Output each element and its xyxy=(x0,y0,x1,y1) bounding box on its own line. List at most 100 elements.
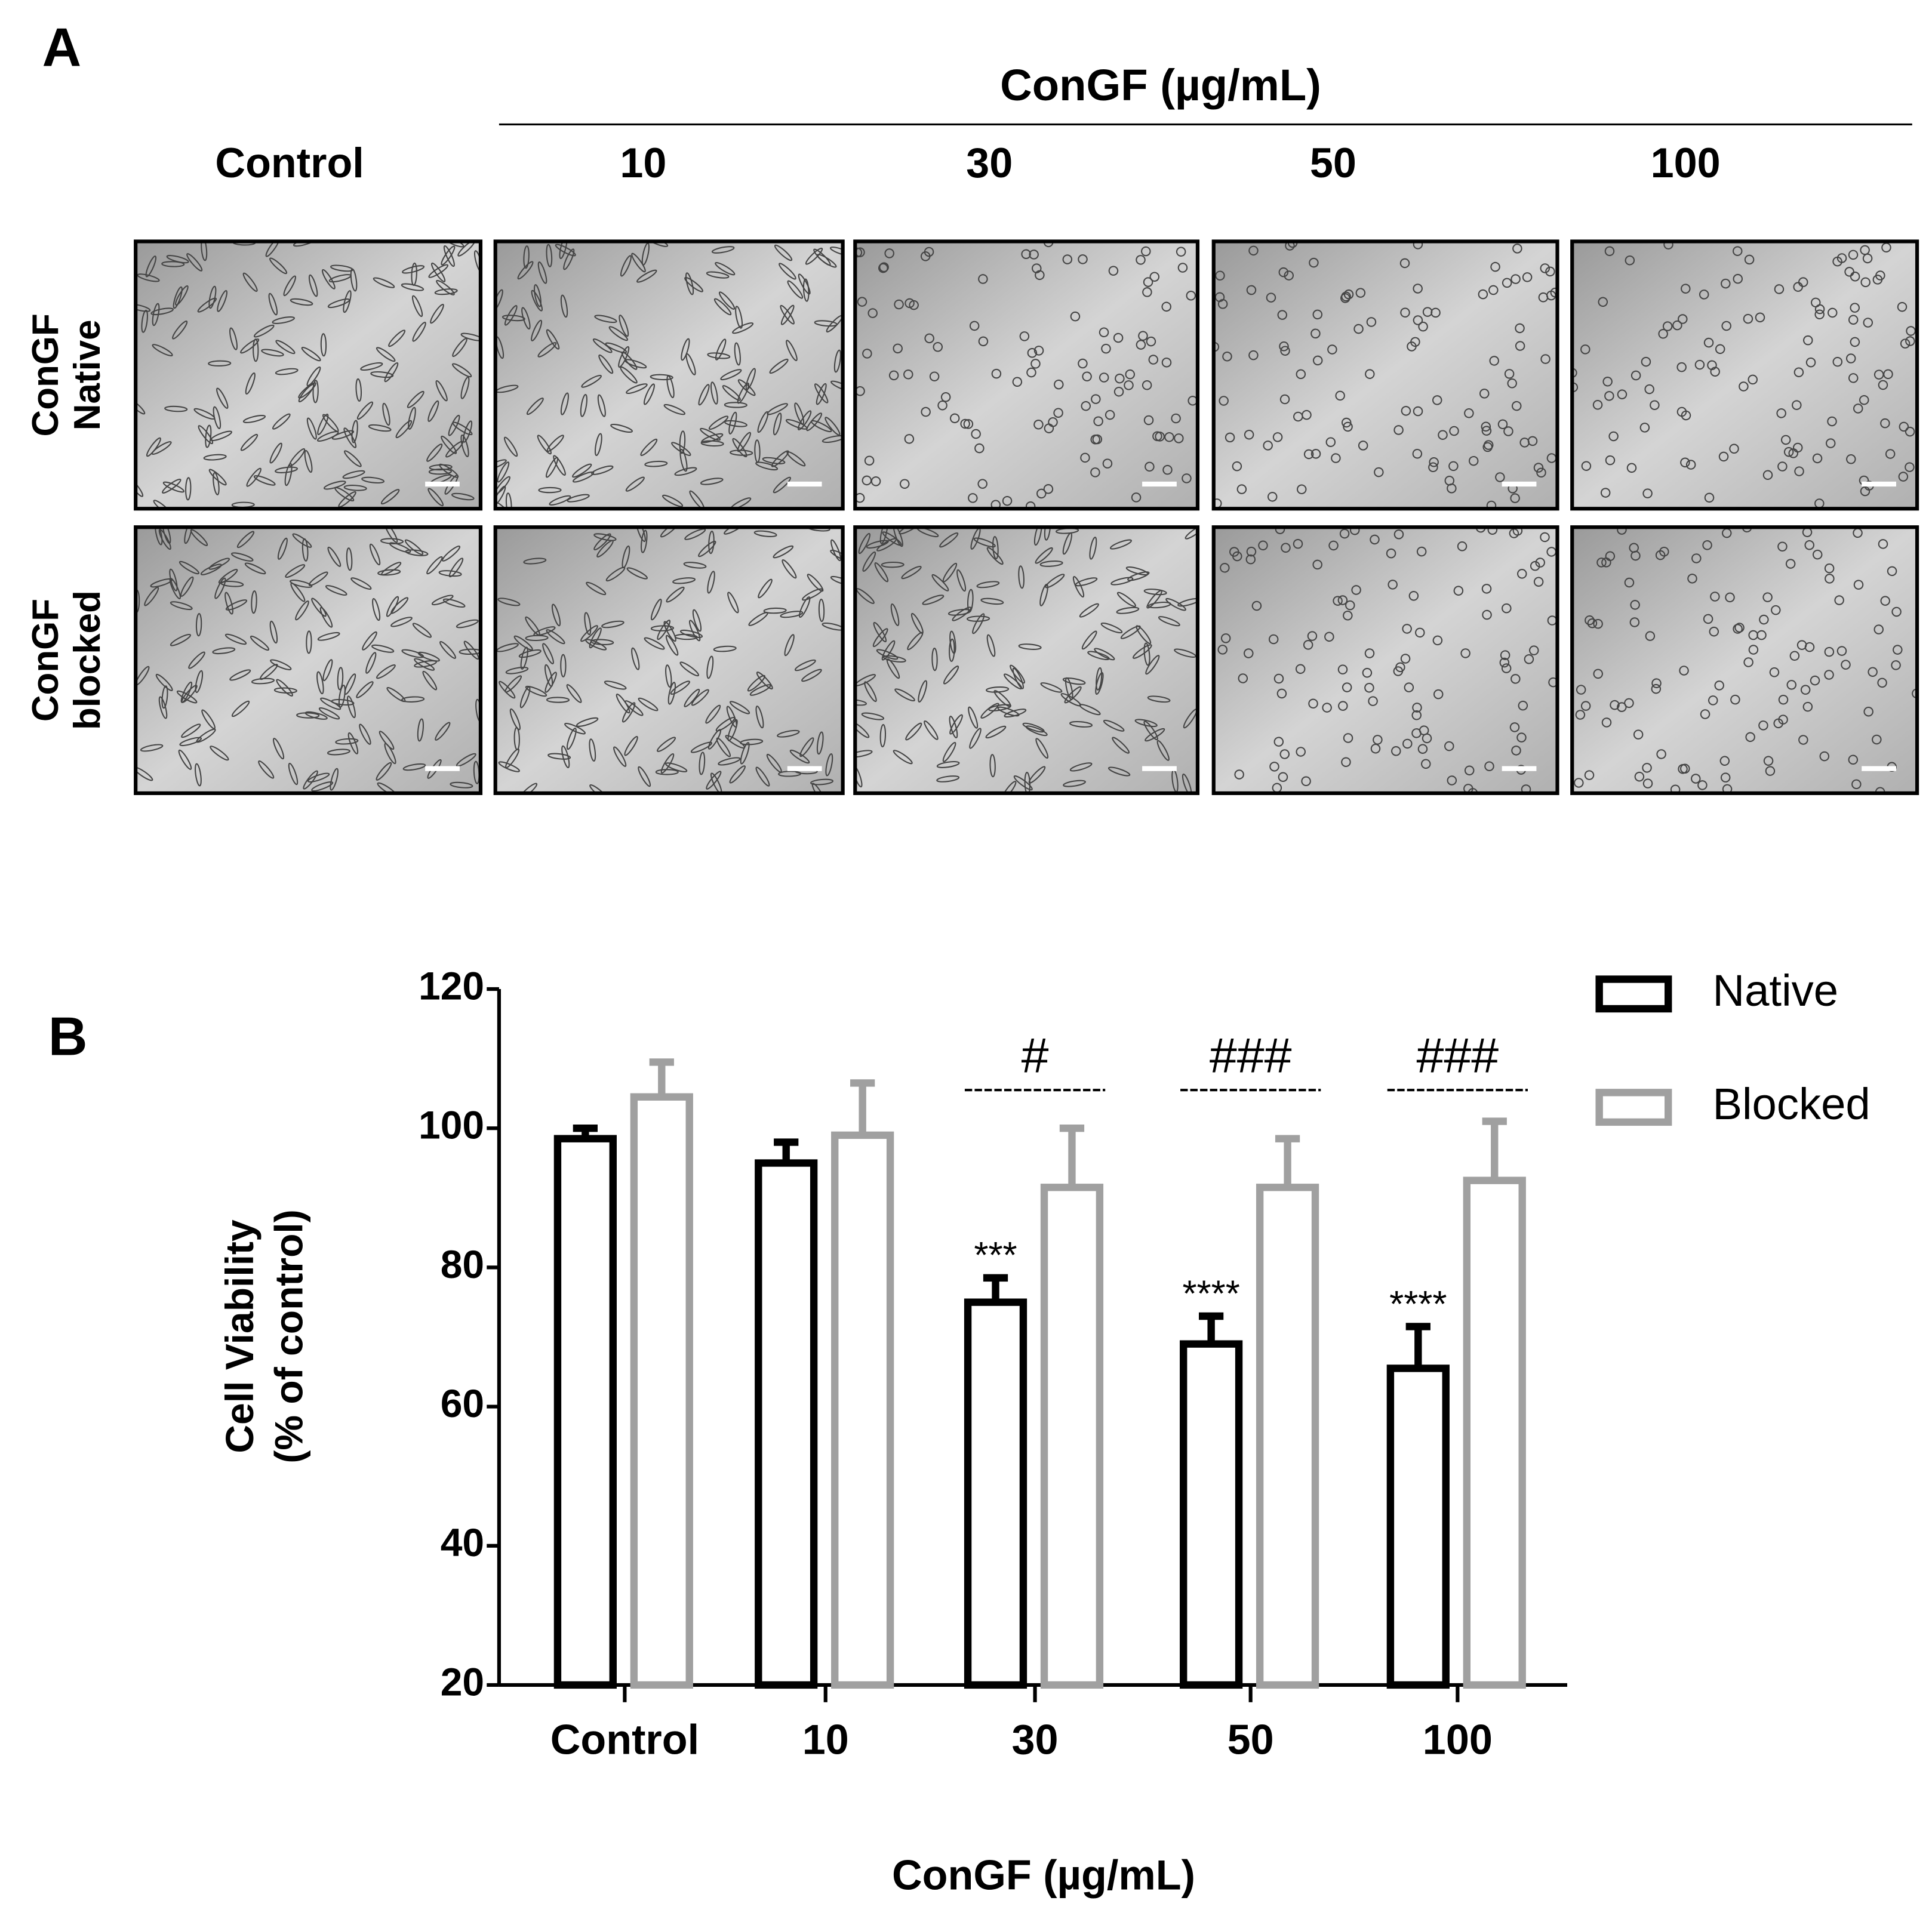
cell xyxy=(1827,416,1837,427)
cell xyxy=(1762,470,1773,480)
cell xyxy=(698,384,710,406)
cell xyxy=(1141,246,1151,257)
cell xyxy=(1161,358,1172,368)
cell xyxy=(320,697,342,710)
cell xyxy=(644,637,665,650)
cell xyxy=(1279,394,1290,405)
cell xyxy=(1388,580,1398,590)
cell xyxy=(1743,657,1753,667)
cell xyxy=(284,463,293,486)
cell xyxy=(580,394,587,417)
cell xyxy=(1081,401,1091,411)
cell xyxy=(1364,682,1374,693)
bar xyxy=(630,1093,693,1689)
cell xyxy=(674,467,697,476)
cell xyxy=(1605,455,1616,466)
y-tick-label: 80 xyxy=(441,1242,484,1286)
cell xyxy=(789,749,810,764)
cell xyxy=(439,463,459,478)
cell xyxy=(1002,495,1013,506)
cell xyxy=(1148,355,1159,365)
cell xyxy=(1143,589,1167,596)
cell xyxy=(273,687,297,694)
cell xyxy=(270,659,292,670)
cell xyxy=(1362,667,1373,678)
cell xyxy=(1630,370,1641,381)
cell xyxy=(497,461,510,483)
cell xyxy=(1413,284,1423,294)
cell xyxy=(980,597,1004,605)
cell xyxy=(613,746,627,767)
cell xyxy=(533,284,542,307)
cell xyxy=(1598,297,1608,307)
cell xyxy=(244,562,266,575)
cell xyxy=(504,675,522,693)
cell xyxy=(136,398,146,415)
cell xyxy=(1095,672,1104,695)
cell xyxy=(716,737,731,757)
cell xyxy=(924,720,939,740)
cell xyxy=(787,280,804,299)
cell xyxy=(670,680,691,695)
cell xyxy=(1850,337,1860,347)
y-tick-label: 20 xyxy=(441,1659,484,1704)
cell xyxy=(884,248,894,258)
cell xyxy=(293,241,316,247)
cell xyxy=(272,316,296,324)
cell xyxy=(201,241,208,261)
cell xyxy=(1062,532,1072,555)
row-label: ConGF Native xyxy=(25,313,108,436)
cell xyxy=(1702,540,1712,550)
cell xyxy=(657,620,671,640)
cell xyxy=(427,400,439,422)
cell xyxy=(1819,751,1830,762)
cell xyxy=(185,477,192,501)
bar xyxy=(1040,1184,1104,1689)
cells xyxy=(136,241,481,509)
micrograph xyxy=(1211,525,1559,796)
cell xyxy=(833,349,841,373)
cell xyxy=(1324,632,1334,642)
cell xyxy=(1875,270,1885,281)
cell xyxy=(1629,617,1640,627)
cell xyxy=(1608,431,1619,442)
cell xyxy=(1630,600,1640,610)
cell xyxy=(344,450,362,467)
cell xyxy=(1824,646,1835,657)
cell xyxy=(553,455,566,476)
cell xyxy=(620,255,632,277)
cell xyxy=(498,761,520,772)
cell xyxy=(1814,304,1825,315)
micrograph-frame xyxy=(1570,525,1919,796)
cell xyxy=(401,283,424,291)
cell xyxy=(1343,421,1353,432)
cell xyxy=(748,612,768,626)
cell xyxy=(763,607,787,614)
cell xyxy=(253,324,275,338)
cell xyxy=(350,577,372,590)
cell xyxy=(779,263,796,280)
cell xyxy=(1278,267,1289,278)
cell xyxy=(710,772,722,793)
cell xyxy=(1883,369,1893,380)
cell xyxy=(1062,254,1073,264)
bar xyxy=(553,1135,617,1689)
cell xyxy=(1800,685,1811,695)
cell xyxy=(285,564,306,578)
scale-bar xyxy=(787,481,822,487)
cell xyxy=(1793,282,1803,292)
cell xyxy=(217,289,228,312)
cell xyxy=(1064,686,1082,704)
cell xyxy=(1293,411,1303,422)
cell xyxy=(608,326,629,341)
cell xyxy=(1444,475,1455,486)
cell xyxy=(1099,327,1109,338)
cell xyxy=(1721,321,1731,331)
cell xyxy=(1744,254,1755,265)
cell xyxy=(1113,332,1124,343)
cell xyxy=(1495,472,1505,482)
cell xyxy=(537,261,547,284)
cell xyxy=(822,622,843,631)
row-label-line: blocked xyxy=(67,590,108,730)
cell xyxy=(879,723,887,748)
